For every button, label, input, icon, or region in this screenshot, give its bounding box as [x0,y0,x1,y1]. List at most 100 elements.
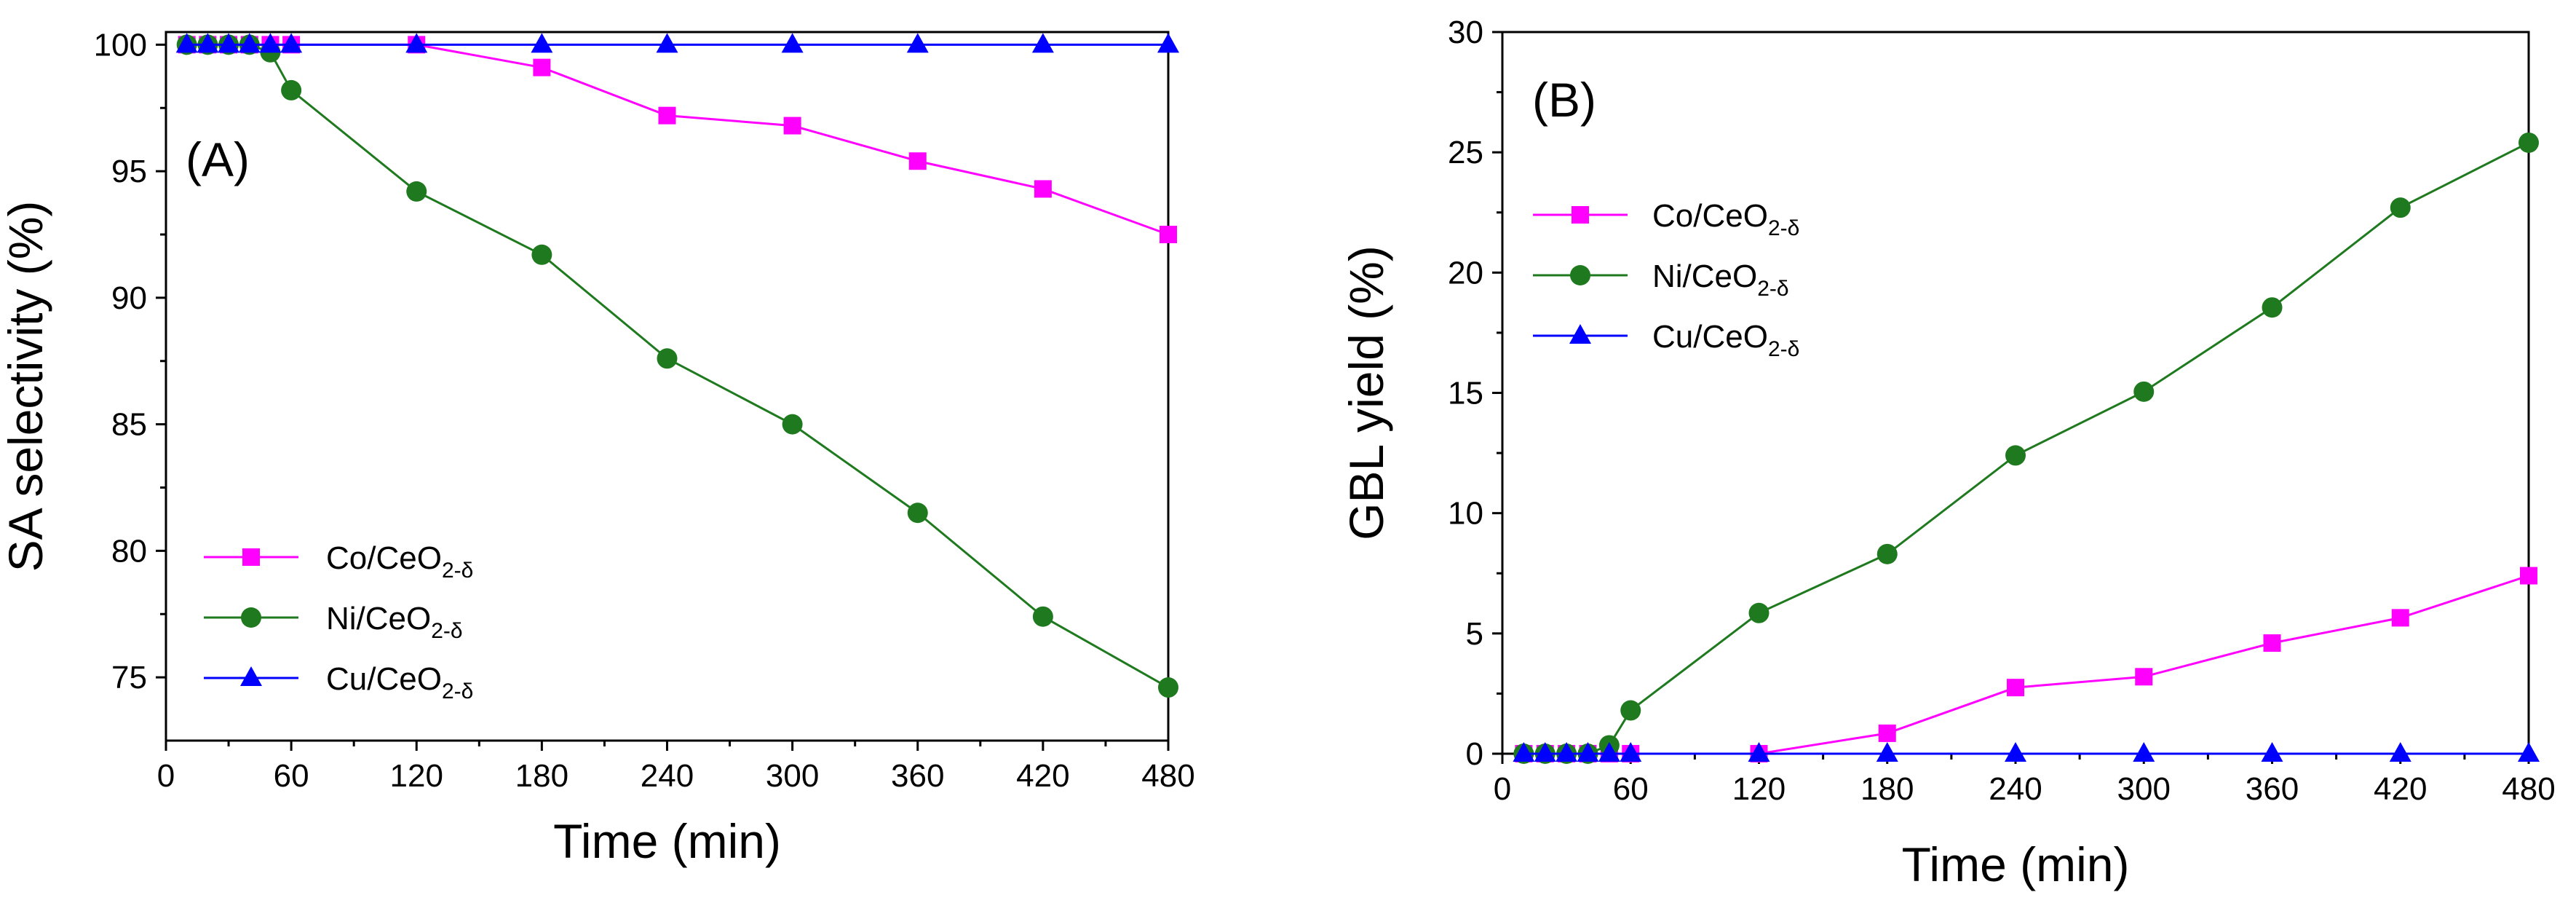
data-point [2391,609,2409,627]
legend-marker [1570,265,1590,285]
x-tick-label: 360 [891,758,944,794]
legend-entry: Ni/CeO2-δ [1533,259,1789,301]
legend-label: Cu/CeO2-δ [1652,319,1799,361]
y-tick-label: 15 [1448,376,1483,411]
data-point [2263,634,2281,652]
data-point [781,33,804,53]
data-point [2133,381,2155,402]
series-0 [178,36,1177,243]
data-point [2007,679,2024,697]
x-tick-label: 180 [1860,771,1914,807]
x-tick-label: 60 [274,758,309,794]
data-point [197,33,219,53]
data-point [2135,668,2153,686]
data-point [2389,742,2411,762]
data-point [531,244,552,265]
legend-marker [242,548,260,566]
series-line [1523,575,2529,755]
data-point [281,79,302,100]
data-point [1031,33,1054,53]
y-tick-label: 95 [111,154,147,189]
y-tick-label: 30 [1448,15,1483,50]
data-point [908,152,927,170]
x-tick-label: 0 [157,758,175,794]
data-point [2518,742,2540,762]
data-point [1620,700,1641,721]
series-line [186,43,1169,236]
x-tick-label: 180 [515,758,568,794]
data-point [783,117,801,135]
x-axis-title: Time (min) [553,814,781,868]
legend: Co/CeO2-δ Ni/CeO2-δ Cu/CeO2-δ [204,540,473,703]
series-2 [175,33,1179,53]
data-point [238,33,261,53]
x-tick-label: 300 [2117,771,2171,807]
y-tick-label: 5 [1466,616,1483,652]
x-axis-title: Time (min) [1902,837,2130,891]
y-axis-title: SA selectivity (%) [0,201,52,572]
data-point [1748,602,1769,623]
data-point [2005,742,2026,762]
chart-panel-1: 0 60 120 180 240 300 360 420 480 0 5 10 15 20 25 30 Time… [1339,15,2556,891]
series-1 [176,34,1178,698]
data-point [1620,742,1642,762]
data-point [1158,677,1178,698]
legend-marker [1572,206,1589,224]
y-tick-label: 90 [111,280,147,316]
series-2 [1513,742,2540,762]
x-tick-label: 420 [1016,758,1069,794]
series-line [186,43,1169,689]
x-tick-label: 0 [1494,771,1511,807]
data-point [657,348,678,369]
x-tick-label: 240 [641,758,694,794]
legend-marker [241,607,261,628]
data-point [2390,197,2411,218]
data-point [1534,742,1556,762]
legend-label: Co/CeO2-δ [1652,198,1799,240]
data-point [1876,742,1898,762]
x-tick-label: 300 [766,758,819,794]
data-point [2518,132,2539,153]
data-point [175,33,198,53]
data-point [406,181,427,202]
legend-label: Cu/CeO2-δ [326,661,473,703]
x-tick-label: 480 [1141,758,1194,794]
data-point [2133,742,2155,762]
x-tick-label: 420 [2374,771,2427,807]
data-point [280,33,303,53]
data-point [1598,742,1620,762]
y-tick-label: 85 [111,407,147,443]
legend-entry: Cu/CeO2-δ [1533,319,1799,361]
data-point [2520,567,2537,585]
panel-label: (A) [186,133,250,186]
y-axis-title: GBL yield (%) [1339,245,1393,540]
data-point [218,33,240,53]
data-point [1032,606,1053,627]
data-point [259,33,282,53]
x-tick-label: 120 [1732,771,1786,807]
legend-label: Ni/CeO2-δ [326,601,463,643]
legend-entry: Cu/CeO2-δ [204,661,473,703]
series-line [1523,141,2529,755]
legend-label: Ni/CeO2-δ [1652,259,1789,301]
y-tick-label: 100 [94,27,147,63]
legend-label: Co/CeO2-δ [326,540,473,583]
legend-entry: Ni/CeO2-δ [204,601,463,643]
data-point [1577,742,1599,762]
data-point [1157,33,1179,53]
legend-marker [1569,324,1591,344]
data-point [533,58,551,76]
x-tick-label: 240 [1989,771,2042,807]
legend-marker [240,666,262,686]
legend: Co/CeO2-δ Ni/CeO2-δ Cu/CeO2-δ [1533,198,1799,361]
data-point [405,33,428,53]
legend-entry: Co/CeO2-δ [1533,198,1799,240]
y-tick-label: 80 [111,533,147,569]
data-point [2262,297,2283,318]
data-point [1878,724,1896,742]
x-tick-label: 480 [2502,771,2555,807]
data-point [1034,180,1052,198]
data-point [906,33,929,53]
x-tick-label: 60 [1613,771,1649,807]
